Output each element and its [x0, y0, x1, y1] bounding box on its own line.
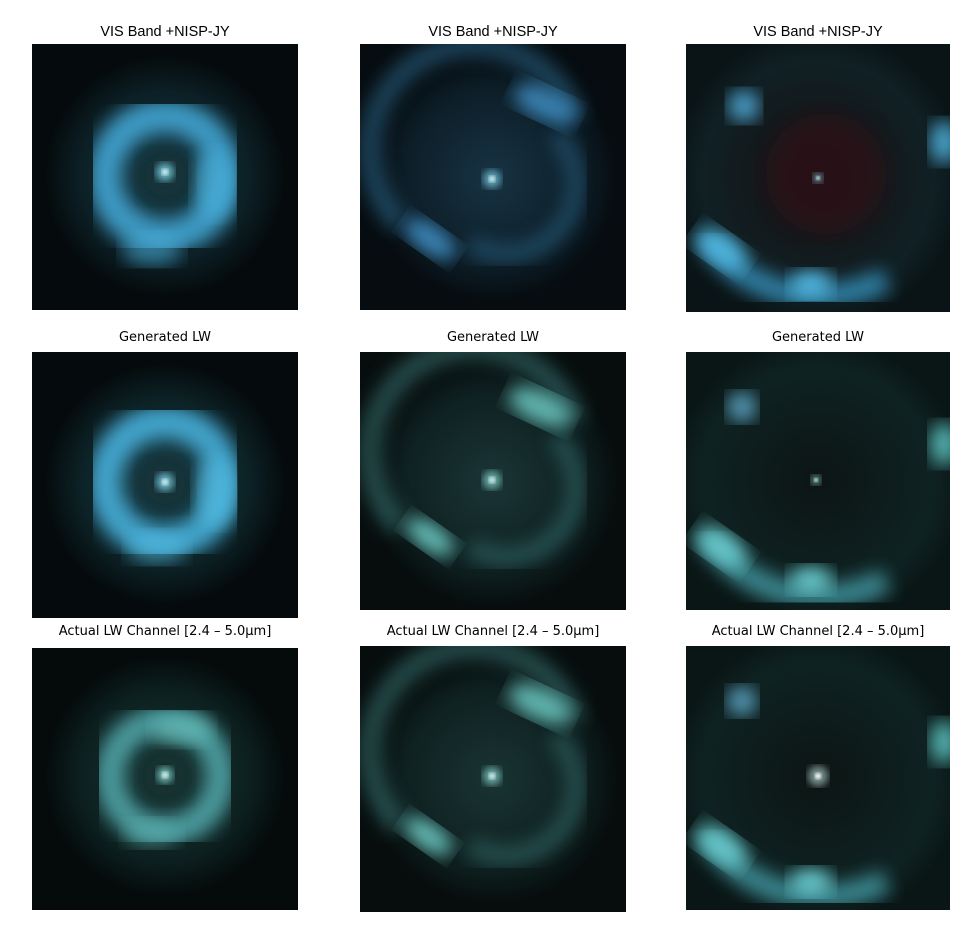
generated-arcs-svg: [360, 352, 626, 610]
vis-ring-svg: [32, 44, 298, 310]
lens-image-vis-wide-arc: [686, 44, 950, 312]
actual-ring-svg: [32, 648, 298, 910]
panel-title: VIS Band +NISP-JY: [428, 24, 558, 40]
panel-title: Actual LW Channel [2.4 – 5.0μm]: [711, 624, 925, 639]
panel-title: Generated LW: [446, 330, 539, 345]
actual-arcs-svg: [360, 646, 626, 912]
panel-r1-c0: Generated LW: [32, 330, 298, 618]
lens-image-vis-ring: [32, 44, 298, 310]
panel-r2-c2: Actual LW Channel [2.4 – 5.0μm]: [686, 624, 950, 910]
generated-ring-svg: [32, 352, 298, 618]
vis-arcs-svg: [360, 44, 626, 310]
lens-image-generated-wide-arc: [686, 352, 950, 610]
generated-wide-arc-svg: [686, 352, 950, 610]
panel-title: Generated LW: [771, 330, 864, 345]
actual-wide-arc-svg: [686, 646, 950, 910]
panel-r2-c0: Actual LW Channel [2.4 – 5.0μm]: [32, 624, 298, 910]
panel-r0-c2: VIS Band +NISP-JY: [686, 24, 950, 312]
panel-title: Actual LW Channel [2.4 – 5.0μm]: [386, 624, 600, 639]
panel-r0-c0: VIS Band +NISP-JY: [32, 24, 298, 310]
panel-r0-c1: VIS Band +NISP-JY: [360, 24, 626, 310]
panel-title: VIS Band +NISP-JY: [753, 24, 883, 40]
vis-wide-arc-svg: [686, 44, 950, 312]
lens-image-generated-arcs: [360, 352, 626, 610]
lens-image-actual-wide-arc: [686, 646, 950, 910]
panel-title: VIS Band +NISP-JY: [100, 24, 230, 40]
panel-r1-c1: Generated LW: [360, 330, 626, 610]
panel-title: Actual LW Channel [2.4 – 5.0μm]: [58, 624, 272, 639]
panel-r2-c1: Actual LW Channel [2.4 – 5.0μm]: [360, 624, 626, 912]
lens-image-actual-ring: [32, 648, 298, 910]
lens-image-actual-arcs: [360, 646, 626, 912]
panel-r1-c2: Generated LW: [686, 330, 950, 610]
panel-title: Generated LW: [118, 330, 211, 345]
lens-image-vis-arcs: [360, 44, 626, 310]
lens-image-generated-ring: [32, 352, 298, 618]
